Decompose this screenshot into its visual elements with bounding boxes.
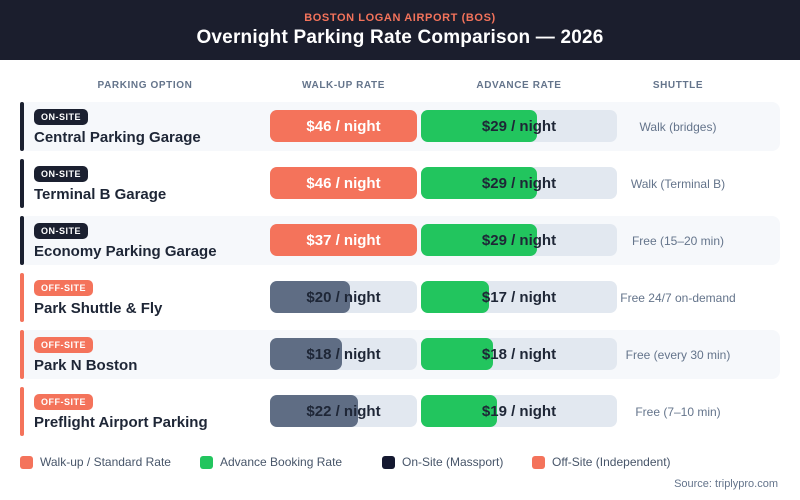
page-title: Overnight Parking Rate Comparison — 2026	[196, 26, 604, 48]
parking-option-name: Park N Boston	[34, 357, 138, 374]
parking-option-cell: OFF-SITE Preflight Airport Parking	[34, 392, 208, 431]
advance-rate-fill	[421, 338, 493, 370]
shuttle-cell: Free (15–20 min)	[631, 233, 725, 248]
advance-rate-fill	[421, 281, 489, 313]
table-row: OFF-SITE Preflight Airport Parking $22 /…	[20, 387, 780, 436]
column-headers: PARKING OPTION WALK-UP RATE ADVANCE RATE…	[20, 80, 780, 93]
parking-option-cell: OFF-SITE Park Shuttle & Fly	[34, 278, 162, 317]
legend-item-advance: Advance Booking Rate	[200, 455, 342, 469]
walkup-rate-bar: $22 / night	[270, 395, 417, 427]
legend-label: Off-Site (Independent)	[552, 455, 671, 469]
advance-rate-bar: $29 / night	[421, 167, 617, 199]
advance-rate-fill	[421, 224, 537, 256]
legend-swatch-offsite	[532, 455, 545, 469]
parking-option-name: Economy Parking Garage	[34, 243, 217, 260]
walkup-rate-bar: $18 / night	[270, 338, 417, 370]
column-header-advance-rate: ADVANCE RATE	[476, 80, 562, 91]
site-badge: ON-SITE	[34, 109, 89, 125]
parking-option-name: Park Shuttle & Fly	[34, 300, 163, 317]
column-header-shuttle: SHUTTLE	[652, 80, 704, 91]
parking-option-name: Terminal B Garage	[34, 186, 167, 203]
parking-option-cell: OFF-SITE Park N Boston	[34, 335, 137, 374]
walkup-rate-label: $22 / night	[306, 402, 381, 420]
walkup-rate-fill	[270, 224, 417, 256]
table-row: ON-SITE Central Parking Garage $46 / nig…	[20, 102, 780, 151]
legend-swatch-advance	[200, 455, 213, 469]
shuttle-cell: Free (every 30 min)	[625, 347, 731, 362]
table-row: OFF-SITE Park Shuttle & Fly $20 / night …	[20, 273, 780, 322]
advance-rate-label: $29 / night	[481, 174, 557, 192]
legend-swatch-walkup	[20, 455, 33, 469]
parking-option-cell: ON-SITE Economy Parking Garage	[34, 221, 217, 260]
advance-rate-fill	[421, 110, 537, 142]
site-badge: ON-SITE	[34, 223, 89, 239]
advance-rate-label: $29 / night	[481, 231, 557, 249]
parking-option-cell: ON-SITE Terminal B Garage	[34, 164, 166, 203]
source-attribution: Source: triplypro.com	[674, 478, 778, 490]
row-accent-bar	[20, 273, 24, 322]
walkup-rate-bar: $37 / night	[270, 224, 417, 256]
advance-rate-label: $18 / night	[481, 345, 557, 363]
column-header-parking-option: PARKING OPTION	[97, 80, 193, 91]
page-header: BOSTON LOGAN AIRPORT (BOS) Overnight Par…	[0, 0, 800, 60]
column-header-walkup-rate: WALK-UP RATE	[302, 80, 385, 91]
walkup-rate-label: $18 / night	[306, 345, 381, 363]
advance-rate-bar: $29 / night	[421, 110, 617, 142]
table-row: OFF-SITE Park N Boston $18 / night $18 /…	[20, 330, 780, 379]
parking-option-name: Central Parking Garage	[34, 129, 201, 146]
legend-swatch-onsite	[382, 455, 395, 469]
legend-item-offsite: Off-Site (Independent)	[532, 455, 671, 469]
header-kicker: BOSTON LOGAN AIRPORT (BOS)	[304, 11, 496, 24]
table-row: ON-SITE Economy Parking Garage $37 / nig…	[20, 216, 780, 265]
walkup-rate-fill	[270, 395, 358, 427]
walkup-rate-label: $20 / night	[306, 288, 381, 306]
site-badge: OFF-SITE	[34, 280, 93, 296]
legend-label: Walk-up / Standard Rate	[40, 455, 171, 469]
advance-rate-fill	[421, 395, 497, 427]
advance-rate-fill	[421, 167, 537, 199]
shuttle-cell: Walk (Terminal B)	[630, 176, 726, 191]
walkup-rate-bar: $20 / night	[270, 281, 417, 313]
legend-item-walkup: Walk-up / Standard Rate	[20, 455, 171, 469]
walkup-rate-label: $37 / night	[306, 231, 381, 249]
walkup-rate-label: $46 / night	[306, 174, 381, 192]
shuttle-cell: Walk (bridges)	[639, 119, 717, 134]
table-row: ON-SITE Terminal B Garage $46 / night $2…	[20, 159, 780, 208]
advance-rate-bar: $17 / night	[421, 281, 617, 313]
walkup-rate-fill	[270, 167, 417, 199]
walkup-rate-fill	[270, 110, 417, 142]
advance-rate-label: $29 / night	[481, 117, 557, 135]
advance-rate-bar: $19 / night	[421, 395, 617, 427]
parking-option-cell: ON-SITE Central Parking Garage	[34, 107, 201, 146]
walkup-rate-bar: $46 / night	[270, 167, 417, 199]
site-badge: OFF-SITE	[34, 337, 93, 353]
row-accent-bar	[20, 102, 24, 151]
row-accent-bar	[20, 330, 24, 379]
advance-rate-label: $17 / night	[481, 288, 557, 306]
walkup-rate-fill	[270, 338, 342, 370]
table: PARKING OPTION WALK-UP RATE ADVANCE RATE…	[0, 80, 800, 436]
site-badge: ON-SITE	[34, 166, 89, 182]
row-accent-bar	[20, 159, 24, 208]
legend: Walk-up / Standard Rate Advance Booking …	[0, 455, 800, 469]
advance-rate-bar: $29 / night	[421, 224, 617, 256]
parking-option-name: Preflight Airport Parking	[34, 414, 208, 431]
legend-label: Advance Booking Rate	[220, 455, 343, 469]
legend-item-onsite: On-Site (Massport)	[382, 455, 503, 469]
walkup-rate-bar: $46 / night	[270, 110, 417, 142]
walkup-rate-label: $46 / night	[306, 117, 381, 135]
row-accent-bar	[20, 216, 24, 265]
site-badge: OFF-SITE	[34, 394, 93, 410]
shuttle-cell: Free 24/7 on-demand	[620, 290, 736, 305]
advance-rate-label: $19 / night	[481, 402, 557, 420]
advance-rate-bar: $18 / night	[421, 338, 617, 370]
shuttle-cell: Free (7–10 min)	[635, 404, 721, 419]
legend-label: On-Site (Massport)	[402, 455, 504, 469]
walkup-rate-fill	[270, 281, 350, 313]
row-accent-bar	[20, 387, 24, 436]
